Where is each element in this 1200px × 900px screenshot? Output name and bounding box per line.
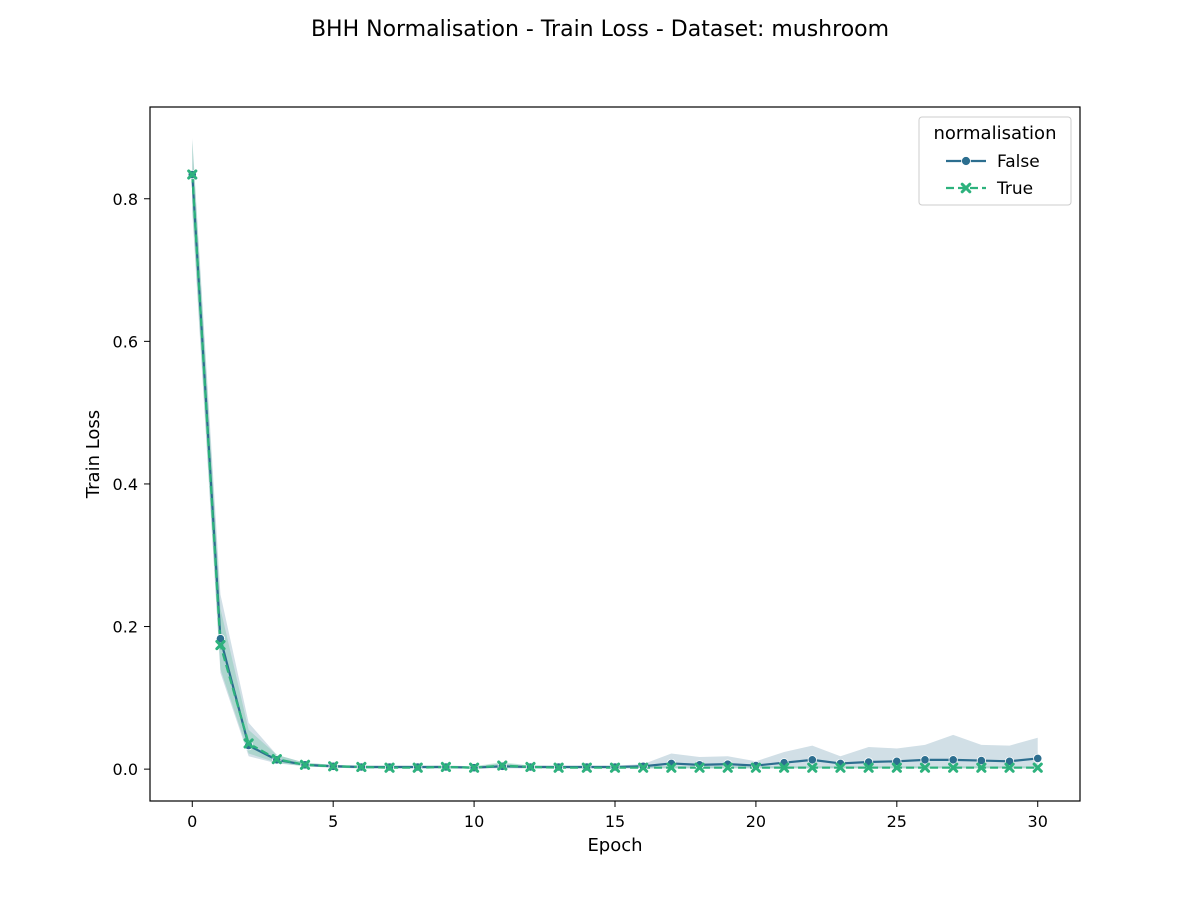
data-point-2: [807, 762, 818, 773]
data-point-2: [271, 754, 282, 765]
data-point-2: [187, 169, 198, 180]
data-point-2: [215, 639, 226, 651]
legend-label-1: False: [997, 152, 1040, 172]
data-point-2: [863, 762, 874, 773]
y-tick-label: 0.8: [113, 190, 138, 209]
chart-title: BHH Normalisation - Train Loss - Dataset…: [311, 17, 889, 42]
x-axis-ticks: 0 5 10 15 20 25 30: [187, 801, 1048, 831]
y-axis-label: Train Loss: [83, 410, 104, 499]
data-point-1: [948, 755, 958, 765]
data-point-2: [835, 762, 846, 773]
data-point-2: [750, 762, 762, 773]
x-tick-label: 15: [605, 812, 625, 831]
data-point-2: [609, 762, 621, 773]
data-point-2: [1004, 762, 1015, 773]
data-point-2: [722, 762, 733, 773]
y-tick-label: 0.4: [113, 475, 138, 494]
x-tick-label: 30: [1028, 812, 1048, 831]
data-point-2: [497, 760, 508, 771]
x-tick-label: 10: [464, 812, 484, 831]
data-point-2: [919, 762, 931, 773]
data-point-1: [1033, 753, 1043, 764]
data-point-2: [891, 762, 902, 773]
data-point-2: [525, 761, 536, 773]
legend: normalisation False True: [918, 116, 1072, 206]
data-point-2: [440, 761, 452, 773]
x-tick-label: 20: [746, 812, 766, 831]
legend-box: [918, 116, 1072, 206]
legend-title: normalisation: [934, 123, 1057, 144]
legend-marker-2: [960, 182, 972, 194]
x-tick-label: 25: [887, 812, 907, 831]
legend-label-2: True: [996, 179, 1033, 199]
series-markers: [187, 169, 1043, 773]
data-point-1: [807, 755, 817, 765]
y-tick-label: 0.6: [113, 332, 138, 351]
data-point-2: [694, 762, 705, 773]
data-point-1: [1004, 756, 1015, 766]
data-point-2: [638, 762, 649, 773]
data-point-1: [920, 755, 930, 765]
data-point-2: [1032, 762, 1043, 773]
x-axis-label: Epoch: [587, 835, 642, 856]
data-point-2: [299, 759, 311, 770]
y-axis-ticks: 0.0 0.2 0.4 0.6 0.8: [113, 190, 150, 779]
data-point-2: [948, 762, 959, 773]
data-point-2: [976, 762, 987, 773]
data-point-2: [412, 762, 423, 773]
legend-marker-1: [961, 156, 971, 166]
data-point-2: [468, 762, 480, 773]
data-point-2: [356, 761, 367, 773]
x-tick-label: 5: [328, 812, 338, 831]
data-point-2: [666, 762, 677, 773]
data-point-1: [976, 755, 986, 766]
data-point-1: [892, 756, 902, 766]
data-point-2: [778, 762, 790, 773]
y-tick-label: 0.2: [113, 618, 138, 637]
x-tick-label: 0: [187, 812, 197, 831]
data-point-2: [328, 761, 339, 772]
data-point-2: [243, 738, 254, 749]
legend-items: False True: [946, 152, 1040, 199]
data-point-2: [553, 762, 564, 773]
data-point-2: [581, 762, 592, 773]
data-point-2: [384, 762, 395, 773]
y-tick-label: 0.0: [113, 760, 138, 779]
data-point-1: [215, 634, 226, 644]
